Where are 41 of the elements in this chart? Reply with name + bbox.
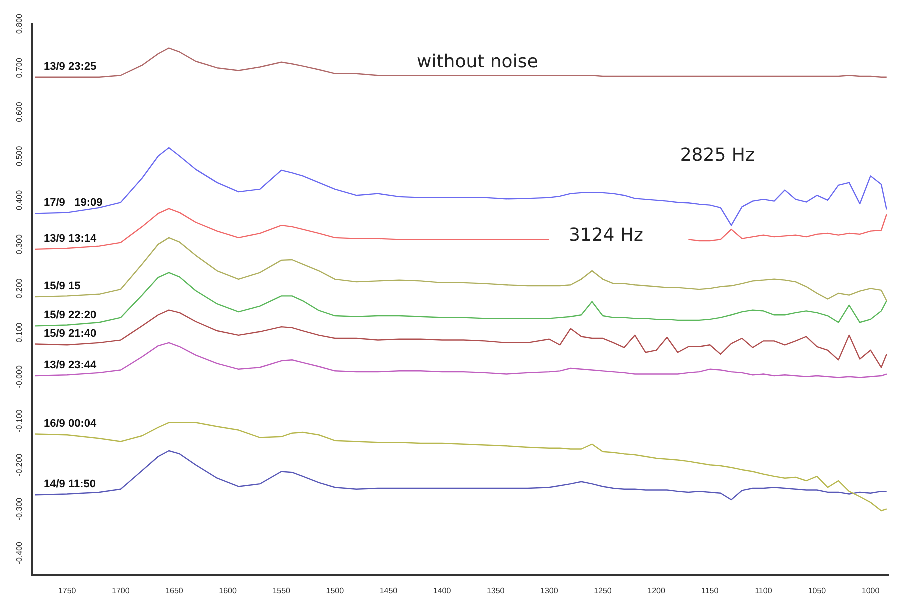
x-tick-label: 1200: [648, 586, 666, 596]
x-tick-label: 1100: [755, 586, 773, 596]
x-tick-label: 1450: [380, 586, 398, 596]
annotation: 2825 Hz: [680, 145, 755, 166]
y-tick-label: 0.100: [15, 322, 24, 343]
series-label: 15/9 21:40: [44, 328, 97, 340]
y-tick-label: 0.400: [15, 190, 24, 210]
x-tick-label: 1050: [808, 586, 827, 596]
y-tick-label: -0.000: [15, 365, 24, 388]
series-label: 13/9 13:14: [44, 232, 98, 245]
series-label: 16/9 00:04: [44, 418, 98, 430]
annotation: 3124 Hz: [568, 224, 644, 246]
series-label: 14/9 11:50: [44, 478, 96, 491]
y-tick-label: 0.700: [15, 58, 24, 78]
y-tick-label: 0.800: [15, 13, 24, 34]
series-label: 15/9 22:20: [44, 310, 97, 322]
x-tick-label: 1550: [272, 586, 292, 596]
series-label: 13/9 23:25: [44, 60, 97, 73]
x-tick-label: 1300: [540, 586, 559, 596]
y-tick-label: -0.200: [15, 453, 24, 476]
y-tick-label: 0.200: [15, 278, 24, 299]
y-tick-label: 0.300: [15, 234, 24, 255]
x-tick-label: 1700: [112, 586, 130, 596]
x-tick-label: 1250: [594, 586, 612, 596]
x-tick-label: 1600: [219, 586, 238, 596]
x-tick-label: 1150: [702, 586, 720, 596]
y-tick-label: -0.400: [15, 541, 24, 565]
series-label: 17/9 19:09: [44, 197, 103, 210]
series-label: 15/9 15: [44, 280, 81, 293]
x-tick-label: 1400: [433, 586, 452, 596]
x-tick-label: 1650: [166, 586, 184, 596]
x-tick-label: 1500: [326, 586, 345, 596]
y-tick-label: -0.300: [15, 497, 24, 521]
y-tick-label: -0.100: [15, 409, 24, 432]
y-tick-label: 0.600: [15, 102, 24, 122]
annotation: without noise: [417, 51, 538, 72]
x-tick-label: 1000: [862, 586, 880, 596]
x-tick-label: 1350: [486, 586, 506, 596]
x-tick-label: 1750: [58, 586, 77, 596]
y-tick-label: 0.500: [15, 146, 24, 166]
series-label: 13/9 23:44: [44, 360, 98, 372]
